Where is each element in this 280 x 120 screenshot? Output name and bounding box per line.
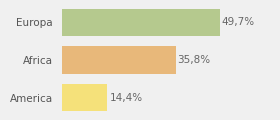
Bar — [62, 9, 220, 36]
Text: 49,7%: 49,7% — [222, 17, 255, 27]
Text: 14,4%: 14,4% — [109, 93, 143, 103]
Bar — [62, 84, 108, 111]
Text: 35,8%: 35,8% — [178, 55, 211, 65]
Bar — [62, 46, 176, 74]
